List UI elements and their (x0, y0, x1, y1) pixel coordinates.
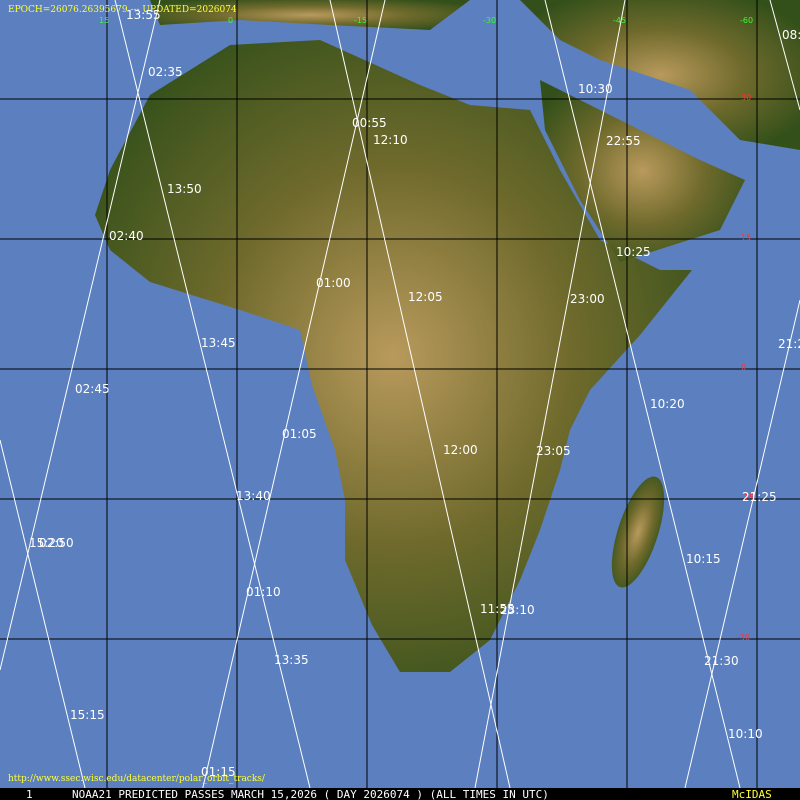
lat-label: 30 (741, 93, 751, 102)
pass-time: 02:45 (75, 382, 110, 396)
url: http://www.ssec.wisc.edu/datacenter/pola… (8, 774, 266, 784)
pass-time: 02:40 (109, 229, 144, 243)
pass-time: 10:10 (728, 727, 763, 741)
pass-time: 23:10 (500, 603, 535, 617)
pass-time: 01:15 (201, 765, 236, 779)
pass-times: 13:5502:3500:5512:1010:3022:5508:13:5002… (29, 8, 800, 779)
pass-time: 23:05 (536, 444, 571, 458)
pass-time: 02:50 (39, 536, 74, 550)
lat-label: -30 (737, 633, 750, 642)
land (95, 0, 800, 672)
lat-label: -15 (741, 493, 754, 502)
pass-time: 13:55 (126, 8, 161, 22)
pass-time: 13:35 (274, 653, 309, 667)
pass-time: 21:30 (704, 654, 739, 668)
pass-time: 13:40 (236, 489, 271, 503)
epoch: EPOCH=26076.26395679 --- UPDATED=2026074 (8, 5, 237, 15)
longitude-labels: 15 0 -15 -30 -45 -60 (99, 16, 753, 25)
lat-label: 0 (741, 363, 746, 372)
pass-time: 08: (782, 28, 800, 42)
frame-number: 1 (26, 788, 33, 800)
lon-label: 0 (228, 16, 233, 25)
lon-label: -60 (740, 16, 753, 25)
caption: NOAA21 PREDICTED PASSES MARCH 15,2026 ( … (72, 788, 549, 800)
pass-time: 15:20 (29, 536, 64, 550)
pass-time: 02:35 (148, 65, 183, 79)
pass-time: 15:15 (70, 708, 105, 722)
pass-time: 12:05 (408, 290, 443, 304)
status-bar (0, 788, 800, 800)
pass-time: 13:50 (167, 182, 202, 196)
lon-label: -15 (354, 16, 367, 25)
pass-time: 13:45 (201, 336, 236, 350)
brand: McIDAS (732, 788, 772, 800)
lon-label: -45 (613, 16, 626, 25)
pass-time: 01:10 (246, 585, 281, 599)
pass-time: 00:55 (352, 116, 387, 130)
lon-label: 15 (99, 16, 109, 25)
pass-time: 01:00 (316, 276, 351, 290)
pass-time: 23:00 (570, 292, 605, 306)
pass-time: 10:25 (616, 245, 651, 259)
pass-time: 10:15 (686, 552, 721, 566)
lat-label: 15 (741, 233, 751, 242)
pass-time: 10:20 (650, 397, 685, 411)
pass-time: 21:25 (742, 490, 777, 504)
pass-time: 12:10 (373, 133, 408, 147)
pass-time: 11:55 (480, 602, 515, 616)
pass-time: 22:55 (606, 134, 641, 148)
pass-time: 01:05 (282, 427, 317, 441)
pass-time: 10:30 (578, 82, 613, 96)
lon-label: -30 (483, 16, 496, 25)
pass-time: 21:2 (778, 337, 800, 351)
pass-time: 12:00 (443, 443, 478, 457)
latitude-labels: 30 15 0 -15 -30 (737, 93, 754, 642)
